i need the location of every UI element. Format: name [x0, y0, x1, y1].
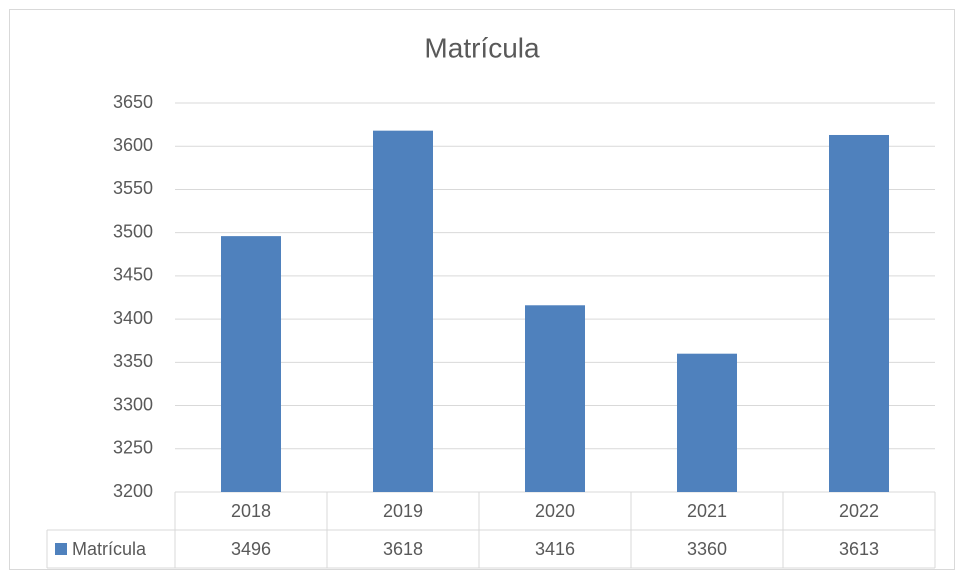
bar	[677, 353, 737, 492]
y-tick-label: 3650	[113, 92, 153, 112]
x-tick-label: 2019	[383, 501, 423, 521]
y-tick-label: 3500	[113, 221, 153, 241]
table-value: 3618	[383, 539, 423, 559]
y-tick-label: 3350	[113, 351, 153, 371]
table-value: 3416	[535, 539, 575, 559]
bar	[525, 305, 585, 492]
table-value: 3496	[231, 539, 271, 559]
x-tick-label: 2020	[535, 501, 575, 521]
bar	[829, 134, 889, 493]
table-value: 3613	[839, 539, 879, 559]
chart-title: Matrícula	[424, 32, 540, 63]
bar	[373, 130, 433, 492]
bar	[221, 236, 281, 492]
x-tick-label: 2022	[839, 501, 879, 521]
y-tick-label: 3400	[113, 308, 153, 328]
x-tick-label: 2018	[231, 501, 271, 521]
y-tick-label: 3200	[113, 481, 153, 501]
y-tick-label: 3600	[113, 135, 153, 155]
table-value: 3360	[687, 539, 727, 559]
y-tick-label: 3300	[113, 394, 153, 414]
x-tick-label: 2021	[687, 501, 727, 521]
legend-label: Matrícula	[72, 539, 147, 559]
y-tick-label: 3250	[113, 438, 153, 458]
y-tick-label: 3450	[113, 265, 153, 285]
legend-swatch	[55, 543, 67, 555]
y-tick-label: 3550	[113, 178, 153, 198]
